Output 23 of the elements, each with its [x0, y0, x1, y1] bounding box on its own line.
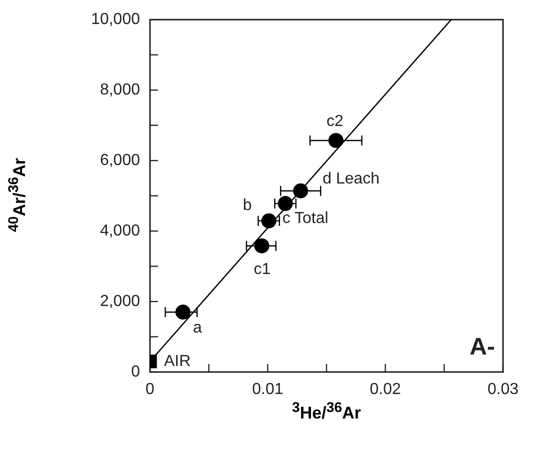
point [328, 132, 344, 148]
annotation: A- [470, 334, 496, 361]
x-tick-label: 0.01 [252, 381, 284, 398]
y-tick-label: 0 [131, 363, 140, 380]
point [175, 304, 190, 320]
x-axis-title: $^{3}$He/$^{36}$Ar [291, 400, 362, 424]
annotation: b [242, 197, 252, 214]
annotation: AIR [164, 352, 191, 370]
y-tick-label: 6,000 [100, 152, 140, 169]
annotation: c Total [282, 210, 328, 227]
y-tick-label: 10,000 [91, 11, 140, 28]
point [278, 196, 293, 212]
y-tick-label: 2,000 [100, 292, 140, 310]
y-tick-label: 8,000 [100, 81, 140, 98]
x-tick-label: 0.02 [370, 381, 402, 398]
annotation: a [192, 320, 202, 336]
point [293, 183, 308, 198]
y-tick-label: 4,000 [100, 222, 140, 240]
x-tick-label: 0 [146, 381, 155, 398]
annotation: c1 [254, 261, 271, 278]
x-tick-label: 0.03 [487, 381, 519, 398]
annotation: c2 [326, 112, 344, 130]
annotation: d Leach [322, 170, 380, 188]
